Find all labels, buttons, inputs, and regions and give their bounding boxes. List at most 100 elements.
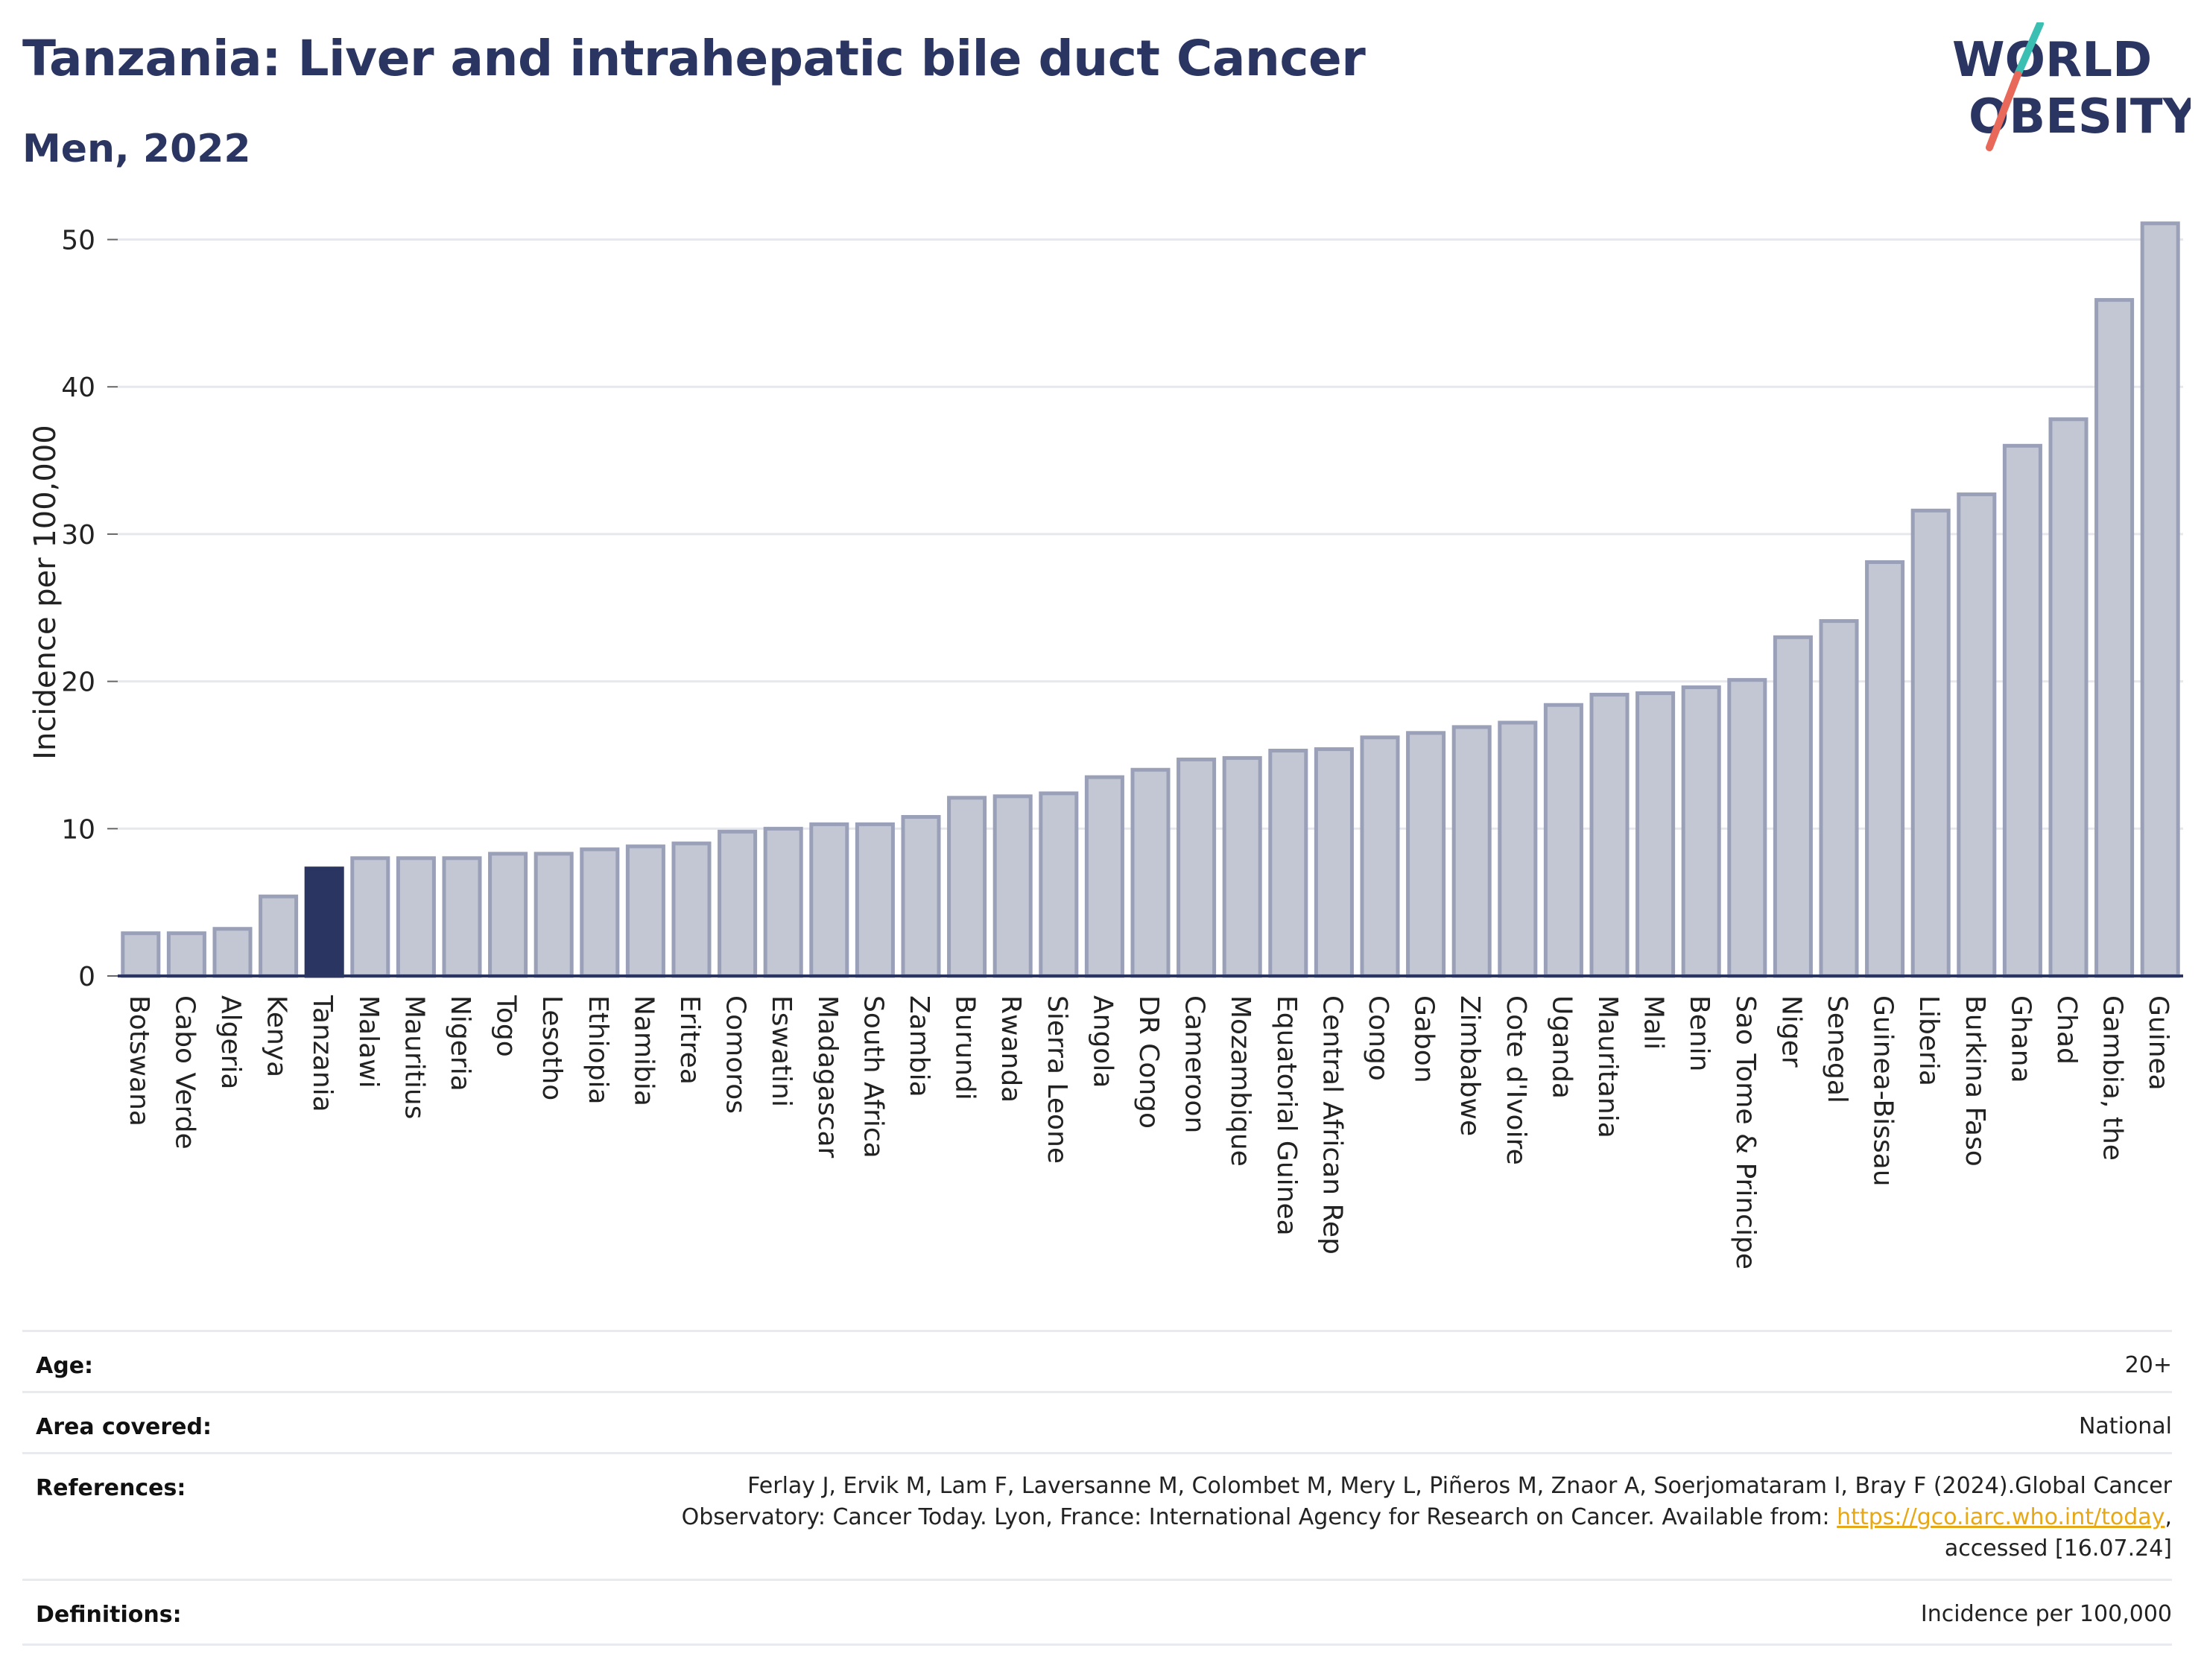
x-tick-label: Mauritius [399, 995, 429, 1119]
x-tick-label: Mozambique [1225, 995, 1255, 1167]
bar-eswatini [763, 826, 803, 978]
age-label: Age: [36, 1353, 94, 1379]
y-tick-label: 0 [78, 962, 95, 992]
x-tick-label: Liberia [1913, 995, 1944, 1086]
x-tick-label: Togo [491, 995, 522, 1057]
x-tick-label: Zimbabwe [1454, 995, 1485, 1136]
bar-benin [1681, 685, 1721, 978]
x-tick-label: Eritrea [674, 995, 705, 1085]
logo-slash-bottom [1986, 71, 2021, 151]
x-tick-label: Namibia [628, 995, 659, 1106]
bar-equatorial-guinea [1268, 749, 1308, 978]
x-tick-label: Gambia, the [2097, 995, 2128, 1161]
bar-guinea-bissau [1865, 560, 1905, 978]
logo-text-world: WORLD [1952, 33, 2152, 88]
x-tick-label: Ethiopia [583, 995, 613, 1105]
bar-angola [1084, 775, 1124, 978]
world-obesity-logo: WORLD OBESITY [1952, 22, 2191, 151]
x-tick-label: Guinea-Bissau [1868, 995, 1899, 1187]
x-tick-label: Tanzania [307, 995, 338, 1112]
references-value: Ferlay J, Ervik M, Lam F, Laversanne M, … [682, 1471, 2172, 1565]
bar-chart: 0 10 20 30 40 50 Botswana Cabo Verde Algeria Keny… [28, 221, 2183, 1269]
x-tick-label: Cabo Verde [169, 995, 200, 1150]
x-tick-label: Senegal [1822, 995, 1852, 1103]
info-row-area: Area covered: National [22, 1391, 2172, 1454]
bar-liberia [1910, 508, 1951, 978]
page-subtitle: Men, 2022 [22, 127, 251, 171]
x-tick-label: Botswana [124, 995, 154, 1126]
bar-congo [1360, 735, 1400, 978]
references-line-2-text: Observatory: Cancer Today. Lyon, France:… [681, 1504, 1837, 1530]
x-tick-label: Congo [1363, 995, 1393, 1081]
x-tick-label: Central African Rep [1317, 995, 1347, 1255]
bar-guinea [2140, 221, 2180, 978]
bar-mali [1635, 691, 1676, 978]
x-tick-label: Ghana [2005, 995, 2036, 1083]
bar-zimbabwe [1451, 725, 1492, 978]
bar-comoros [718, 829, 758, 978]
bar-madagascar [809, 822, 849, 978]
info-row-definitions: Definitions: Incidence per 100,000 [22, 1579, 2172, 1646]
age-value: 20+ [2124, 1352, 2172, 1378]
y-tick-label: 10 [61, 814, 95, 845]
references-line-1: Ferlay J, Ervik M, Lam F, Laversanne M, … [747, 1473, 2172, 1499]
bar-gambia-the [2094, 298, 2135, 978]
logo-slash-top [2014, 22, 2044, 78]
x-tick-label: Mauritania [1592, 995, 1623, 1138]
bar-algeria [212, 927, 253, 978]
bar-dr-congo [1130, 767, 1171, 978]
bar-burundi [947, 796, 987, 978]
bar-botswana [121, 931, 161, 978]
bar-senegal [1819, 619, 1859, 978]
x-tick-label: Burundi [950, 995, 981, 1100]
x-tick-label: Algeria [215, 995, 246, 1090]
x-tick-label: Nigeria [445, 995, 475, 1091]
x-tick-label: Niger [1776, 995, 1806, 1068]
bar-central-african-rep [1314, 747, 1354, 978]
x-tick-label: Angola [1087, 995, 1118, 1088]
x-tick-label: Uganda [1546, 995, 1577, 1099]
x-tick-label: Benin [1684, 995, 1714, 1071]
page-title: Tanzania: Liver and intrahepatic bile du… [22, 30, 1366, 87]
x-tick-label: Rwanda [995, 995, 1026, 1103]
bar-mauritania [1589, 692, 1630, 978]
bar-sao-tome-principe [1727, 678, 1767, 978]
x-tick-label: Malawi [353, 995, 384, 1088]
x-tick-label: Madagascar [812, 995, 843, 1158]
y-tick-label: 40 [61, 373, 95, 403]
x-tick-label: Chad [2051, 995, 2082, 1065]
bar-niger [1773, 635, 1813, 978]
bar-malawi [350, 856, 390, 978]
x-tick-label: Kenya [262, 995, 292, 1077]
x-tick-label: Equatorial Guinea [1271, 995, 1302, 1236]
references-link[interactable]: https://gco.iarc.who.int/today [1837, 1504, 2165, 1530]
bar-tanzania [304, 866, 344, 978]
bar-lesotho [533, 852, 574, 978]
definitions-value: Incidence per 100,000 [1920, 1601, 2172, 1627]
bar-eritrea [671, 841, 712, 978]
bar-chad [2048, 417, 2089, 978]
bar-sierra-leone [1039, 791, 1079, 978]
bar-ghana [2002, 443, 2042, 978]
x-tick-label: South Africa [858, 995, 888, 1158]
x-tick-label: Burkina Faso [1960, 995, 1990, 1167]
bar-uganda [1543, 703, 1583, 978]
references-line-3: accessed [16.07.24] [1944, 1535, 2172, 1562]
x-tick-label: Cameroon [1179, 995, 1210, 1133]
bar-namibia [625, 844, 665, 978]
bar-togo [488, 852, 528, 978]
bar-south-africa [855, 822, 895, 978]
info-row-references: References: Ferlay J, Ervik M, Lam F, La… [22, 1452, 2172, 1581]
x-tick-label: Zambia [904, 995, 934, 1097]
axes: 0 10 20 30 40 50 Botswana Cabo Verde Algeria Keny… [61, 226, 2183, 1269]
x-tick-label: Eswatini [766, 995, 797, 1107]
y-tick-label: 30 [61, 520, 95, 551]
x-tick-label: Mali [1638, 995, 1669, 1050]
references-label: References: [36, 1475, 186, 1501]
bar-mozambique [1222, 755, 1262, 978]
definitions-label: Definitions: [36, 1602, 182, 1628]
bar-cote-d-ivoire [1498, 720, 1538, 978]
x-tick-label: Sierra Leone [1042, 995, 1072, 1164]
bar-zambia [901, 814, 941, 978]
bar-mauritius [396, 856, 436, 978]
